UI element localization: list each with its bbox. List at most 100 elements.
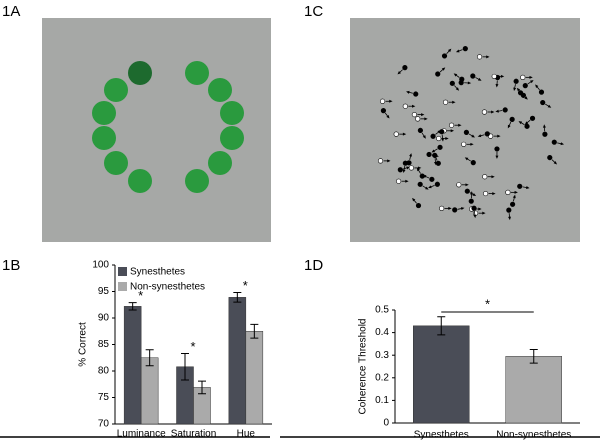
dot <box>505 189 511 195</box>
dot <box>402 103 408 109</box>
y-tick-label: 0.3 <box>375 350 389 361</box>
bar <box>413 325 470 424</box>
arrow-head <box>516 87 521 92</box>
arrow-head <box>464 157 469 161</box>
dot <box>439 129 445 135</box>
dot <box>513 78 519 84</box>
arrow-head <box>425 186 429 190</box>
y-tick-label: 0.2 <box>375 372 389 383</box>
arrow-head <box>513 87 517 92</box>
arrow-head <box>547 104 552 108</box>
circle <box>104 78 128 102</box>
dot <box>471 205 477 211</box>
dot <box>415 116 421 122</box>
circle <box>185 61 209 85</box>
arrow-head <box>495 109 499 113</box>
y-tick-label: 0.1 <box>375 395 389 406</box>
arrow-head <box>441 138 445 142</box>
dot <box>442 99 449 105</box>
arrow-head <box>450 129 455 133</box>
arrow-head <box>473 214 477 219</box>
arrow-head <box>472 193 477 196</box>
arrow-head <box>482 211 486 215</box>
dot <box>547 154 553 161</box>
bar <box>140 357 159 425</box>
dot <box>540 99 546 106</box>
dot <box>426 151 432 158</box>
arrow-head <box>470 191 474 195</box>
bar <box>505 356 562 424</box>
panel-label: 1D <box>304 257 323 274</box>
arrow-head <box>389 99 393 103</box>
arrow-head <box>458 123 462 127</box>
dot <box>463 129 470 135</box>
arrow-head <box>526 186 530 189</box>
circle <box>92 101 116 125</box>
error-bar <box>233 292 242 303</box>
dot <box>413 91 419 97</box>
arrow-head <box>402 132 407 136</box>
arrow-head <box>435 154 439 158</box>
arrow-head <box>497 134 501 138</box>
arrow-head <box>524 96 528 100</box>
error-bar <box>250 323 259 339</box>
arrow-head <box>406 90 410 94</box>
arrow-head <box>508 216 512 221</box>
dot <box>538 89 545 95</box>
dot <box>434 181 440 187</box>
circle <box>220 126 244 150</box>
dot <box>506 207 512 213</box>
arrow-head <box>465 183 469 187</box>
arrow-head <box>397 70 401 75</box>
error-bar <box>181 353 189 381</box>
panel-label: 1B <box>2 257 20 274</box>
y-axis-label: Coherence Threshold <box>358 319 369 415</box>
arrow-head <box>512 194 516 199</box>
arrow-head <box>467 81 472 85</box>
dot <box>439 205 445 211</box>
arrow-head <box>553 161 558 165</box>
bar <box>245 331 264 425</box>
significance: * <box>138 288 143 303</box>
circle <box>185 169 209 193</box>
y-tick-label: 95 <box>98 286 110 297</box>
arrow-head <box>455 49 460 53</box>
dot <box>406 160 412 166</box>
arrow-head <box>491 110 495 114</box>
dot <box>509 116 515 122</box>
arrow-head <box>500 74 505 78</box>
arrow-head <box>402 169 406 173</box>
dot <box>408 165 414 171</box>
arrow-head <box>433 161 437 166</box>
dot <box>417 127 423 134</box>
arrow-head <box>529 75 533 79</box>
circle <box>104 151 128 175</box>
arrow-head <box>478 207 482 211</box>
circle <box>208 151 232 175</box>
arrow-head <box>495 84 499 88</box>
arrow-head <box>409 153 412 157</box>
dot <box>481 109 488 115</box>
arrow-head <box>387 159 391 163</box>
dot <box>435 160 441 166</box>
dot <box>393 131 399 137</box>
dot <box>502 107 508 113</box>
arrow-head <box>418 166 422 170</box>
y-tick-label: 0.5 <box>375 305 389 316</box>
arrow-head <box>428 185 432 189</box>
legend-label: Synesthetes <box>130 267 185 278</box>
arrow-head <box>507 124 511 129</box>
dot <box>520 92 527 98</box>
circle <box>220 101 244 125</box>
x-tick-label: Hue <box>237 429 256 440</box>
dot <box>542 131 548 137</box>
dot <box>494 146 500 152</box>
dot <box>462 46 468 52</box>
error-bar <box>529 349 538 364</box>
arrow-head <box>492 192 496 196</box>
circle <box>208 78 232 102</box>
dot <box>482 174 488 180</box>
dot <box>483 190 489 197</box>
arrow-head <box>524 121 529 125</box>
